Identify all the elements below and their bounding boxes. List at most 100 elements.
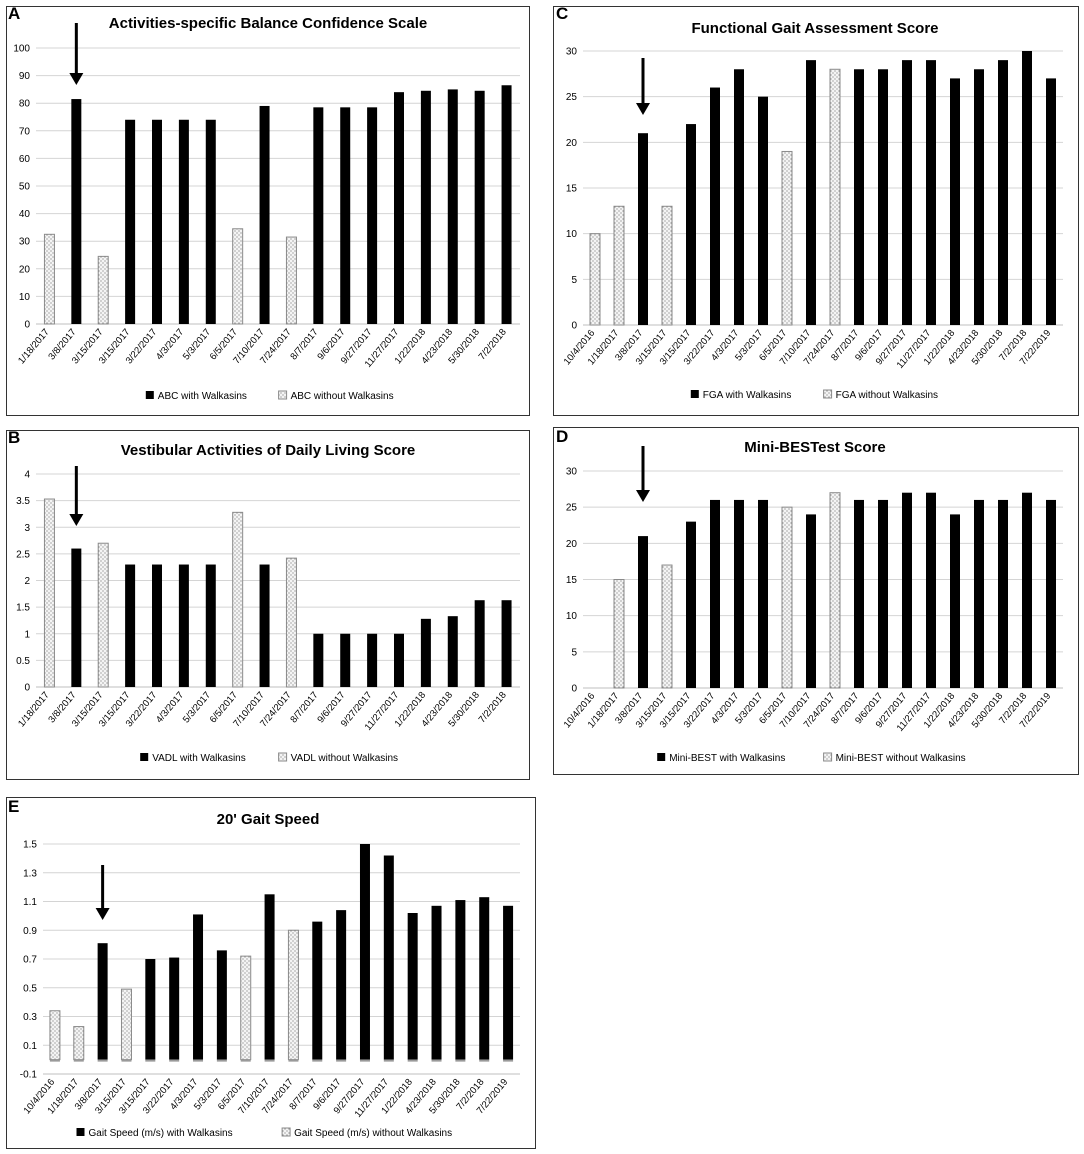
bar-with-4 xyxy=(152,564,162,687)
bar-with-18 xyxy=(1022,51,1032,325)
bar-with-2 xyxy=(638,133,648,325)
panel-letter-e: E xyxy=(8,797,20,816)
bar-without-9 xyxy=(285,557,297,688)
bar-with-15 xyxy=(950,78,960,326)
bar-with-15 xyxy=(447,616,458,687)
bar-with-11 xyxy=(340,633,351,687)
bar-zero-stub xyxy=(49,1059,60,1062)
y-tick-label: 60 xyxy=(19,154,31,165)
bar-with-16 xyxy=(974,69,984,326)
bar-with-17 xyxy=(455,900,466,1060)
bar-with-2 xyxy=(97,943,108,1060)
annotation-arrow-head xyxy=(636,103,650,115)
bar-with-11 xyxy=(854,499,864,688)
bar-with-4 xyxy=(686,124,696,325)
y-tick-label: 0 xyxy=(571,684,577,695)
bar-without-3 xyxy=(661,205,673,326)
legend-label-without: VADL without Walkasins xyxy=(291,753,398,764)
bar-with-12 xyxy=(878,69,888,326)
legend-label-with: FGA with Walkasins xyxy=(703,390,792,401)
bar-without-2 xyxy=(97,542,109,688)
bar-with-7 xyxy=(216,950,227,1060)
bar-with-17 xyxy=(998,60,1008,326)
bar-with-6 xyxy=(205,119,216,324)
y-tick-label: 70 xyxy=(19,126,31,137)
bar-zero-stub xyxy=(312,1059,323,1062)
y-tick-label: 3.5 xyxy=(16,496,30,507)
bar-with-19 xyxy=(1046,78,1056,326)
bar-without-7 xyxy=(232,511,244,688)
legend-swatch-without xyxy=(281,1127,291,1137)
legend-label-without: Gait Speed (m/s) without Walkasins xyxy=(294,1128,452,1139)
bar-with-10 xyxy=(313,107,324,324)
y-tick-label: 5 xyxy=(571,275,577,286)
bar-with-11 xyxy=(854,69,864,326)
legend-label-without: ABC without Walkasins xyxy=(291,391,394,402)
x-tick-label: 8/7/2017 xyxy=(288,690,320,725)
legend-label-with: Mini-BEST with Walkasins xyxy=(669,753,785,764)
y-tick-label: 20 xyxy=(566,539,578,550)
y-tick-label: 0.1 xyxy=(23,1041,37,1052)
bar-with-7 xyxy=(758,96,768,326)
bar-zero-stub xyxy=(407,1059,418,1062)
bar-without-8 xyxy=(240,955,252,1061)
bar-with-6 xyxy=(734,69,744,326)
y-tick-label: 40 xyxy=(19,209,31,220)
bar-with-13 xyxy=(902,492,912,688)
bar-zero-stub xyxy=(359,1059,370,1062)
bar-without-1 xyxy=(73,1026,85,1061)
x-tick-label: 4/3/2017 xyxy=(154,327,186,362)
chart-title: Activities-specific Balance Confidence S… xyxy=(109,15,427,32)
x-tick-label: 5/3/2017 xyxy=(181,690,213,725)
y-tick-label: 20 xyxy=(566,138,578,149)
legend-label-with: ABC with Walkasins xyxy=(158,391,247,402)
bar-with-13 xyxy=(394,633,404,687)
x-tick-label: 4/3/2017 xyxy=(154,690,186,725)
bar-with-5 xyxy=(710,87,720,326)
bar-zero-stub xyxy=(121,1059,132,1062)
chart-title: 20' Gait Speed xyxy=(217,811,320,828)
bar-without-3 xyxy=(661,564,673,689)
y-tick-label: 0 xyxy=(24,320,30,331)
y-tick-label: 10 xyxy=(566,229,578,240)
legend-swatch-without xyxy=(278,752,288,762)
y-tick-label: 4 xyxy=(24,470,30,481)
bar-zero-stub xyxy=(503,1059,514,1062)
bar-with-6 xyxy=(193,914,204,1060)
bar-with-2 xyxy=(638,536,648,688)
y-tick-label: 0 xyxy=(24,683,30,694)
bar-without-2 xyxy=(97,255,109,325)
y-tick-label: 1.1 xyxy=(23,897,37,908)
legend-label-without: FGA without Walkasins xyxy=(836,390,938,401)
y-tick-label: 100 xyxy=(13,44,30,55)
bar-without-1 xyxy=(613,579,625,689)
x-tick-label: 1/18/2017 xyxy=(16,690,52,729)
y-tick-label: 0 xyxy=(571,321,577,332)
bar-with-8 xyxy=(259,105,270,325)
bar-without-10 xyxy=(287,929,299,1061)
bar-with-16 xyxy=(431,905,442,1060)
bar-with-3 xyxy=(125,119,136,324)
bar-zero-stub xyxy=(169,1059,180,1062)
y-tick-label: 1.3 xyxy=(23,868,37,879)
bar-with-4 xyxy=(145,959,156,1060)
bar-zero-stub xyxy=(193,1059,204,1062)
bar-with-12 xyxy=(367,633,378,687)
chart-d: Mini-BESTest Score05101520253010/4/20161… xyxy=(562,439,1063,764)
bar-with-7 xyxy=(758,499,768,688)
y-tick-label: 15 xyxy=(566,575,578,586)
y-tick-label: 0.9 xyxy=(23,926,37,937)
bar-with-10 xyxy=(313,633,324,687)
y-tick-label: 90 xyxy=(19,71,31,82)
bar-with-5 xyxy=(710,499,720,688)
bar-with-9 xyxy=(806,60,816,326)
bar-with-16 xyxy=(474,90,485,324)
bar-without-1 xyxy=(613,205,625,326)
y-tick-label: 1 xyxy=(24,629,30,640)
y-tick-label: 1.5 xyxy=(16,603,30,614)
y-tick-label: 0.5 xyxy=(16,656,30,667)
bar-with-6 xyxy=(205,564,216,687)
bar-with-11 xyxy=(312,921,323,1060)
bar-with-15 xyxy=(407,913,418,1060)
